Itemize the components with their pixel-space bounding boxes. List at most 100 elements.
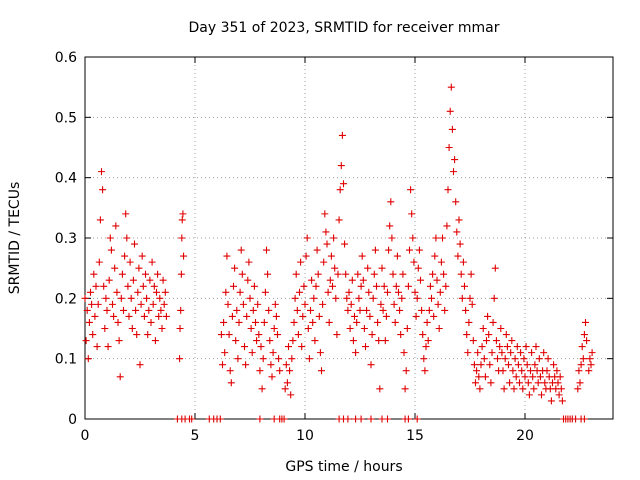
data-point	[261, 288, 269, 296]
data-points	[81, 83, 596, 423]
data-point	[536, 373, 544, 381]
data-point	[576, 379, 584, 387]
data-point	[488, 349, 496, 357]
data-point	[245, 258, 253, 266]
data-point	[390, 300, 398, 308]
data-point	[508, 337, 516, 345]
data-point	[288, 355, 296, 363]
data-point	[137, 300, 145, 308]
data-point	[577, 361, 585, 369]
data-point	[483, 337, 490, 345]
data-point	[445, 144, 453, 151]
data-point	[110, 312, 118, 320]
data-point	[585, 367, 593, 375]
data-point	[255, 331, 263, 339]
data-point	[143, 294, 151, 302]
data-point	[109, 300, 116, 308]
data-point	[541, 379, 549, 387]
data-point	[347, 300, 355, 308]
data-point	[270, 325, 278, 332]
data-point	[369, 294, 377, 302]
data-point	[248, 349, 256, 357]
data-point	[476, 385, 484, 393]
data-point	[500, 385, 508, 393]
data-point	[433, 276, 441, 284]
data-point	[330, 234, 338, 242]
data-point	[84, 355, 92, 363]
data-point	[260, 318, 268, 326]
data-point	[177, 306, 185, 314]
data-point	[357, 282, 365, 290]
data-point	[397, 331, 405, 339]
data-point	[459, 258, 467, 266]
data-point	[588, 349, 596, 357]
axis-ticks: 0 0.1 0.2 0.3 0.4 0.5 0.6 0 5 10 15 20	[55, 50, 613, 444]
data-point	[473, 367, 481, 375]
data-point	[333, 331, 341, 339]
y-tick-label: 0.3	[55, 231, 77, 247]
data-point	[234, 355, 242, 363]
data-point	[382, 312, 390, 320]
data-point	[406, 246, 413, 254]
data-point	[310, 294, 318, 302]
data-point	[431, 252, 439, 260]
data-point	[391, 318, 399, 326]
data-point	[535, 355, 543, 363]
data-point	[326, 276, 334, 284]
data-point	[102, 294, 110, 302]
data-point	[418, 306, 426, 314]
data-point	[477, 361, 485, 369]
data-point	[127, 294, 135, 302]
data-point	[290, 318, 298, 326]
data-point	[142, 270, 149, 278]
chart-title: Day 351 of 2023, SRMTID for receiver mma…	[188, 20, 499, 36]
data-point	[222, 288, 230, 296]
data-point	[289, 337, 297, 345]
data-point	[360, 325, 368, 332]
data-point	[399, 270, 407, 278]
data-point	[373, 282, 380, 290]
data-point	[371, 246, 379, 254]
data-point	[147, 318, 155, 326]
data-point	[346, 325, 354, 332]
data-point	[362, 343, 369, 351]
data-point	[540, 349, 548, 357]
data-point	[256, 415, 264, 423]
data-point	[574, 385, 582, 393]
data-point	[314, 270, 322, 278]
data-point	[402, 367, 410, 375]
data-point	[156, 294, 164, 302]
data-point	[282, 361, 290, 369]
data-point	[148, 258, 156, 266]
data-point	[524, 379, 532, 387]
data-point	[324, 288, 332, 296]
data-point	[82, 337, 90, 345]
data-point	[417, 276, 424, 284]
data-point	[454, 252, 462, 260]
data-point	[398, 294, 406, 302]
data-point	[432, 234, 440, 242]
data-point	[384, 288, 391, 296]
data-point	[370, 270, 378, 278]
data-point	[378, 264, 386, 272]
data-point	[335, 216, 343, 224]
data-point	[467, 270, 475, 278]
data-point	[161, 288, 169, 296]
data-point	[408, 210, 416, 218]
data-point	[423, 318, 431, 326]
data-point	[320, 258, 328, 266]
data-point	[334, 270, 342, 278]
data-point	[557, 385, 565, 393]
data-point	[365, 288, 373, 296]
data-point	[265, 306, 273, 314]
data-point	[530, 385, 538, 393]
data-point	[470, 361, 478, 369]
data-point	[252, 318, 259, 326]
data-point	[550, 361, 558, 369]
data-point	[463, 331, 471, 339]
data-point	[227, 379, 235, 387]
data-point	[85, 318, 93, 326]
data-point	[507, 349, 515, 357]
data-point	[356, 306, 364, 314]
data-point	[157, 306, 165, 314]
